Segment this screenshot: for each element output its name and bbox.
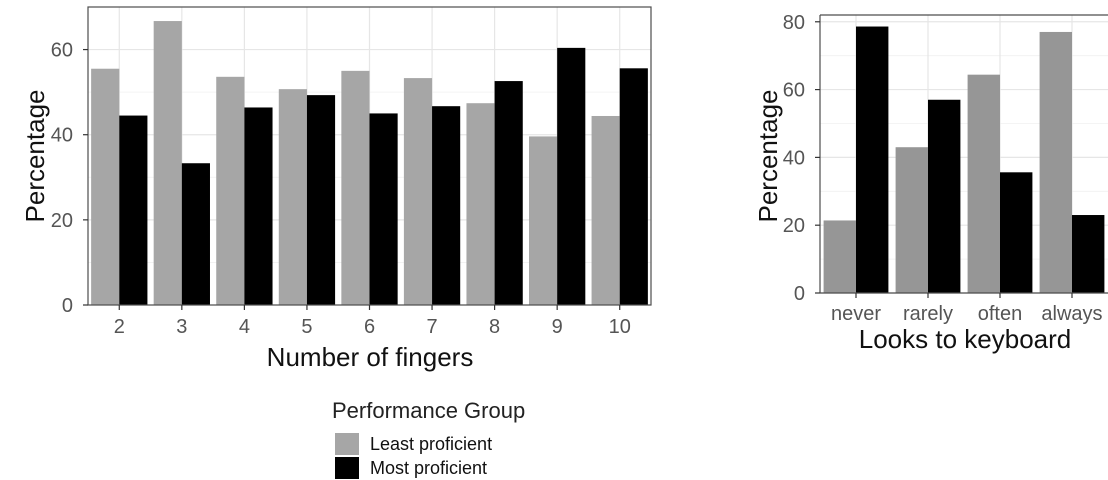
x-axis-title: Number of fingers — [267, 342, 474, 372]
legend-label-least: Least proficient — [370, 434, 492, 454]
x-tick-label: 10 — [609, 316, 631, 338]
bar-least-5 — [278, 89, 307, 305]
bar-most-rarely — [928, 99, 961, 293]
x-tick-label: 9 — [552, 316, 563, 338]
bar-least-10 — [591, 115, 620, 306]
bar-most-never — [856, 26, 889, 294]
bar-least-6 — [341, 70, 370, 305]
legend: Performance Group Least proficient Most … — [332, 398, 525, 479]
y-tick-label: 20 — [51, 210, 73, 232]
x-tick-label: 6 — [364, 316, 375, 338]
chart-fingers: 0 20 40 60 2 3 4 5 6 7 8 9 10 Number of fingers Percen… — [20, 6, 652, 372]
bar-most-8 — [494, 81, 523, 306]
bar-least-3 — [153, 21, 182, 305]
y-tick-label: 20 — [783, 215, 805, 237]
y-tick-label: 40 — [51, 125, 73, 147]
bar-least-rarely — [895, 147, 928, 293]
x-tick-label: 2 — [114, 316, 125, 338]
bar-least-2 — [91, 68, 120, 305]
bar-most-9 — [557, 47, 586, 306]
bar-most-7 — [432, 106, 461, 305]
bar-least-never — [823, 220, 856, 293]
y-tick-label: 60 — [783, 80, 805, 102]
y-tick-label: 80 — [783, 12, 805, 34]
x-tick-label: 3 — [176, 316, 187, 338]
x-tick-label: 4 — [239, 316, 250, 338]
y-tick-label: 0 — [794, 283, 805, 305]
x-tick-label: never — [831, 303, 881, 325]
bar-least-7 — [403, 78, 433, 305]
x-axis-title: Looks to keyboard — [859, 324, 1071, 354]
y-axis-title: Percentage — [753, 90, 783, 223]
bar-least-always — [1039, 31, 1072, 293]
bar-least-8 — [466, 103, 495, 305]
bar-most-always — [1072, 215, 1105, 293]
x-tick-label: 7 — [426, 316, 437, 338]
x-tick-label: 5 — [301, 316, 312, 338]
legend-title: Performance Group — [332, 398, 525, 423]
x-tick-label: rarely — [903, 303, 953, 325]
y-tick-label: 40 — [783, 147, 805, 169]
bar-most-4 — [244, 107, 273, 306]
bar-least-9 — [529, 136, 558, 305]
x-tick-label: 8 — [489, 316, 500, 338]
legend-label-most: Most proficient — [370, 458, 487, 478]
bar-least-often — [967, 74, 1000, 293]
bar-least-4 — [216, 76, 245, 306]
legend-swatch-least — [335, 433, 359, 455]
legend-swatch-most — [335, 457, 359, 479]
y-tick-label: 60 — [51, 40, 73, 62]
x-tick-label: always — [1041, 303, 1102, 325]
bar-most-often — [1000, 172, 1033, 293]
bar-most-6 — [369, 113, 398, 305]
bar-most-10 — [619, 68, 648, 305]
x-tick-label: often — [978, 303, 1022, 325]
y-axis-title: Percentage — [20, 90, 50, 223]
bar-most-5 — [306, 95, 336, 305]
bar-most-2 — [119, 115, 148, 305]
bar-most-3 — [181, 163, 210, 305]
y-tick-label: 0 — [62, 295, 73, 317]
